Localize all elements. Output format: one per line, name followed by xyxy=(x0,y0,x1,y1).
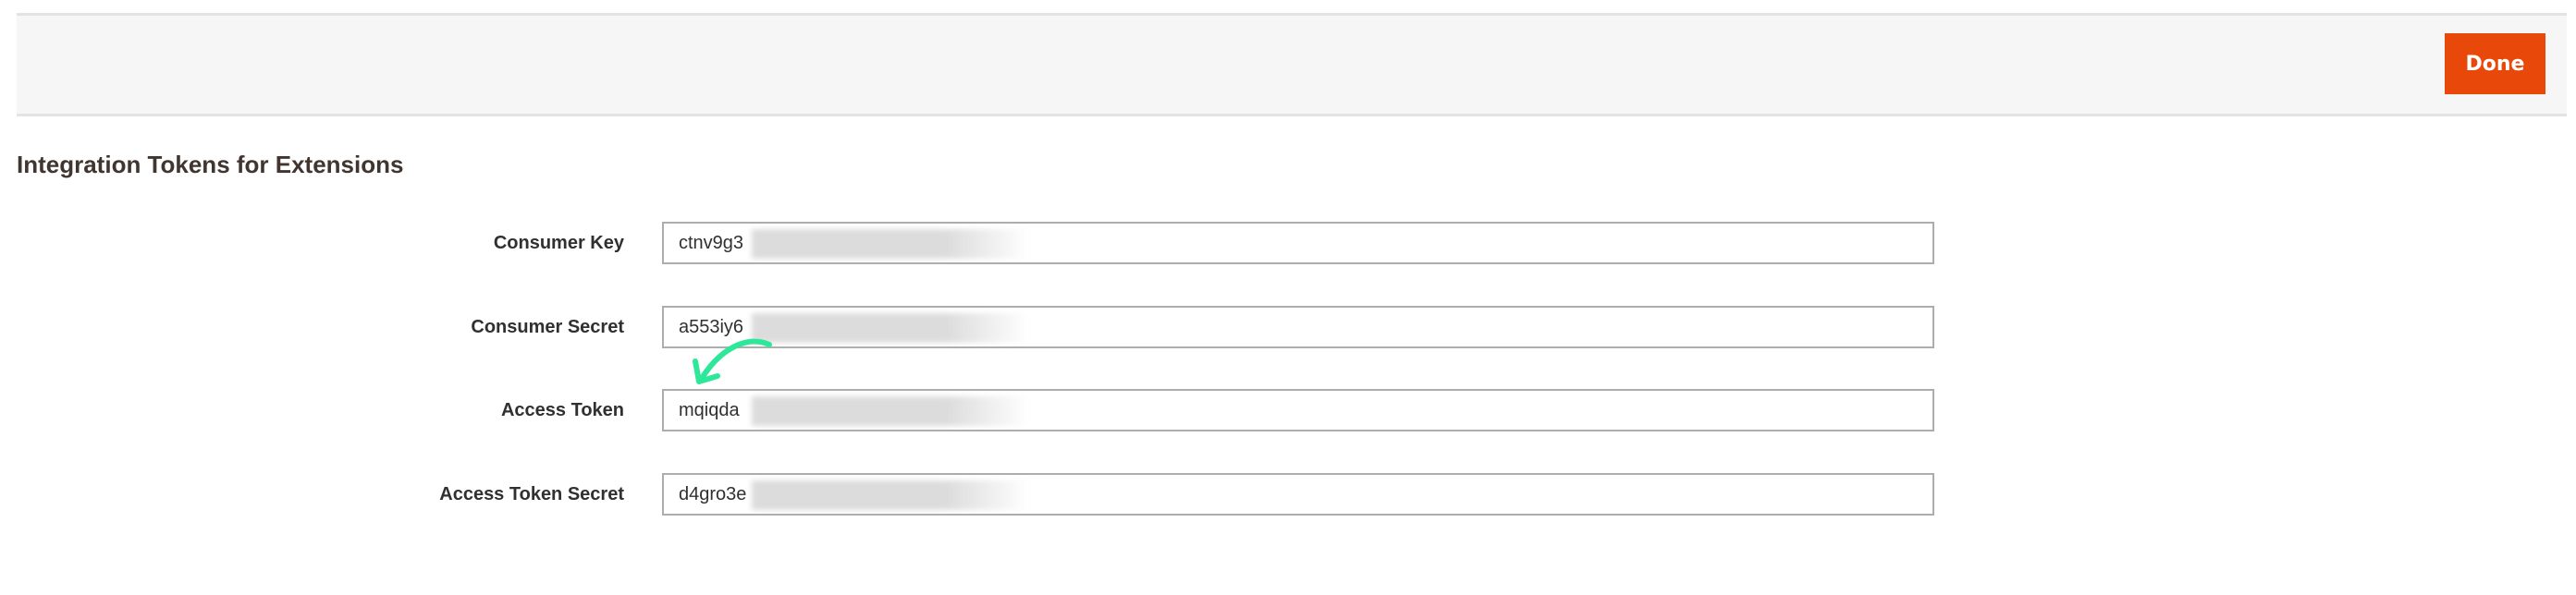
field-value: a553iy6 xyxy=(679,317,744,337)
field-label: Access Token xyxy=(500,400,624,420)
field-value: ctnv9g3 xyxy=(679,233,744,253)
access-token-input[interactable]: mqiqda xyxy=(662,389,1934,431)
page-actions-bar xyxy=(17,13,2567,116)
section-title: Integration Tokens for Extensions xyxy=(17,151,404,178)
field-consumer-secret: Consumer Secret a553iy6 xyxy=(0,306,1942,348)
consumer-secret-input[interactable]: a553iy6 xyxy=(662,306,1934,348)
curved-arrow-icon xyxy=(693,338,772,384)
field-access-token-secret: Access Token Secret d4gro3e xyxy=(0,473,1942,516)
consumer-key-input[interactable]: ctnv9g3 xyxy=(662,222,1934,264)
access-token-secret-input[interactable]: d4gro3e xyxy=(662,473,1934,516)
redaction-blur xyxy=(752,396,1029,426)
field-value: mqiqda xyxy=(679,400,740,420)
field-label: Consumer Key xyxy=(493,233,624,253)
field-label: Access Token Secret xyxy=(439,484,624,504)
redaction-blur xyxy=(752,480,1029,510)
field-consumer-key: Consumer Key ctnv9g3 xyxy=(0,222,1942,264)
redaction-blur xyxy=(752,313,1029,343)
done-button[interactable]: Done xyxy=(2445,33,2545,94)
field-access-token: Access Token mqiqda xyxy=(0,389,1942,431)
redaction-blur xyxy=(752,229,1029,259)
field-label: Consumer Secret xyxy=(471,317,624,337)
field-value: d4gro3e xyxy=(679,484,747,504)
